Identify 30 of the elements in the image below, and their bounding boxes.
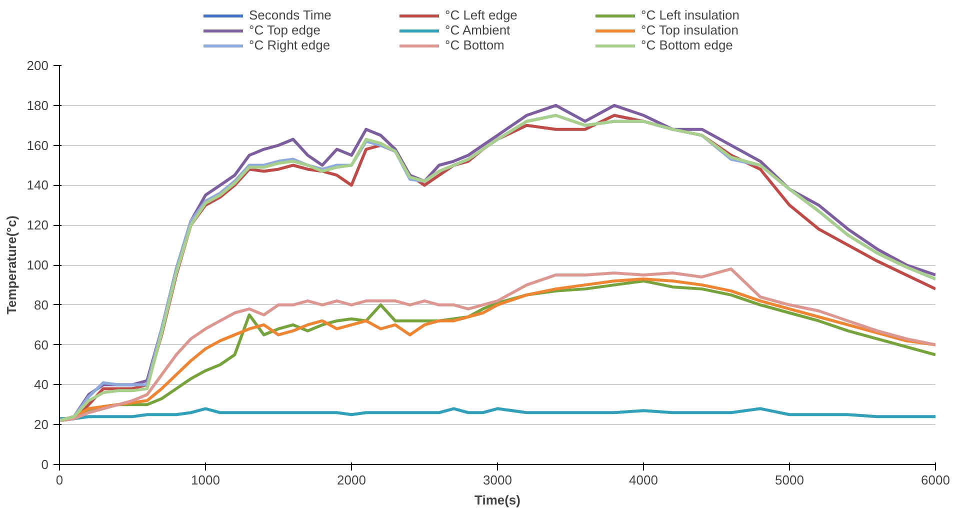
- y-tick-label: 40: [34, 377, 49, 392]
- x-axis-title: Time(s): [474, 492, 520, 508]
- x-tick-label: 3000: [483, 472, 512, 488]
- y-tick-label: 20: [34, 417, 49, 432]
- legend-label: °C Left edge: [445, 8, 518, 22]
- y-tick-label: 60: [34, 337, 49, 352]
- y-tick-label: 160: [26, 138, 49, 153]
- y-tick-label: 180: [26, 98, 49, 113]
- y-tick-label: 120: [26, 218, 49, 233]
- x-tick-label: 2000: [337, 472, 366, 488]
- y-axis-title: Temperature(°c): [4, 216, 19, 314]
- y-tick-label: 140: [26, 178, 49, 193]
- x-tick-label: 6000: [921, 472, 950, 488]
- x-tick-label: 0: [56, 472, 64, 488]
- legend-label: °C Bottom edge: [641, 38, 734, 52]
- x-tick-label: 4000: [629, 472, 658, 488]
- line-series: [60, 407, 936, 420]
- y-tick-label: 100: [26, 258, 49, 272]
- y-tick-label: 80: [34, 297, 49, 312]
- y-tick-label: 0: [41, 457, 49, 472]
- legend-label: °C Ambient: [445, 22, 512, 38]
- legend-label: °C Top edge: [249, 22, 322, 38]
- x-tick-label: 1000: [191, 472, 220, 488]
- legend-label: °C Right edge: [249, 38, 332, 52]
- legend-label: °C Top insulation: [641, 22, 740, 38]
- legend-label: Seconds Time: [249, 8, 332, 22]
- legend-label: °C Left insulation: [641, 8, 740, 22]
- x-tick-label: 5000: [775, 472, 804, 488]
- legend-label: °C Bottom: [445, 38, 506, 52]
- y-tick-label: 200: [26, 58, 49, 73]
